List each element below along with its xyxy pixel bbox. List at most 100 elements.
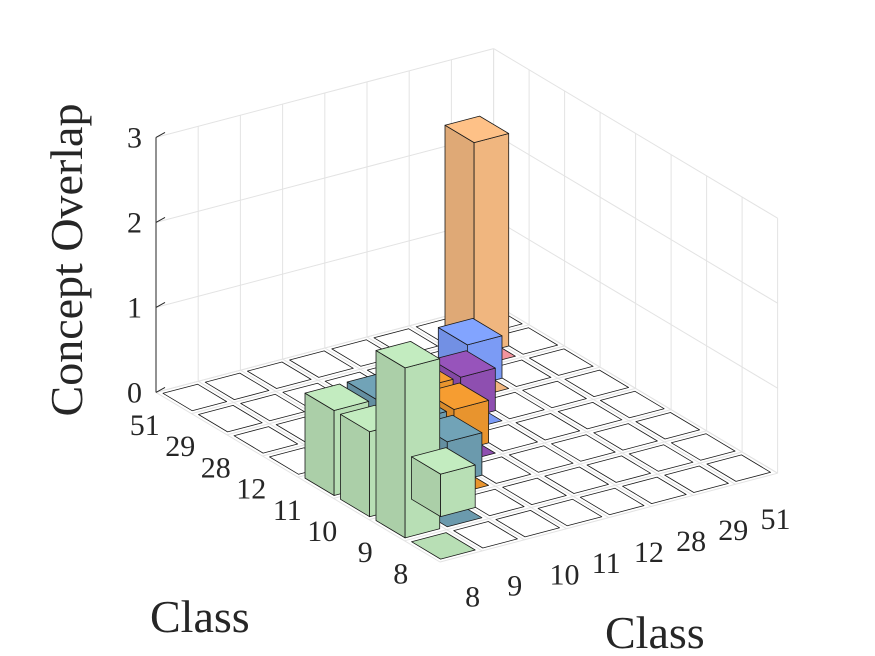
grid-line [493, 218, 778, 389]
bar-face-top [198, 404, 263, 433]
bar-face-top [586, 455, 652, 483]
bar [162, 383, 228, 412]
row-tick-label: 28 [201, 451, 231, 484]
bar-face-top [579, 487, 645, 516]
col-tick-label: 12 [634, 536, 664, 569]
bar-face-top [502, 477, 567, 506]
bar-face-top [431, 350, 496, 378]
bar [579, 487, 645, 516]
bar [522, 380, 587, 409]
bar-face-left [375, 350, 406, 539]
bar [453, 521, 518, 549]
z-axis-label: Concept Overlap [41, 104, 92, 417]
col-tick-label: 11 [592, 547, 621, 580]
bar [508, 445, 574, 473]
bar [198, 404, 263, 433]
bar-face-top [600, 390, 665, 419]
bar-face-top [564, 369, 629, 398]
bar-face-top [289, 350, 354, 378]
bar-face-top [204, 372, 270, 401]
row-tick-label: 12 [236, 473, 266, 506]
bar [411, 532, 476, 560]
bar-face-left [340, 413, 371, 518]
row-tick-label: 29 [165, 430, 195, 463]
col-tick-label: 10 [550, 558, 580, 591]
bar-face-top [233, 426, 299, 454]
bar-face-top [453, 521, 518, 549]
bar [600, 390, 665, 419]
x-axis-label-right: Class [605, 607, 705, 656]
col-tick-label: 29 [718, 514, 748, 547]
bar-face-top [508, 445, 574, 473]
grid-line [155, 303, 494, 393]
bar-face-top [622, 476, 687, 505]
bar-face-top [240, 393, 305, 422]
row-tick-label: 8 [393, 557, 408, 590]
bar-face-top [664, 465, 729, 493]
axes-grid [155, 48, 779, 563]
bar-face-left [304, 392, 335, 496]
bar [233, 426, 299, 454]
bar-face-top [557, 401, 623, 430]
z-tick [155, 301, 166, 308]
bar [551, 434, 616, 462]
bar [246, 361, 312, 389]
bar [411, 447, 476, 517]
bar [529, 348, 594, 376]
bar [671, 433, 736, 461]
bar [515, 413, 581, 441]
bar [495, 509, 560, 538]
z-tick-label: 0 [127, 376, 142, 409]
col-tick-label: 51 [761, 503, 791, 536]
col-tick-label: 8 [465, 580, 480, 613]
bar-face-top [671, 433, 736, 461]
z-tick [155, 131, 166, 138]
bar-face-top [246, 361, 312, 389]
bar [635, 412, 700, 440]
bar-face-top [437, 317, 503, 346]
bar [593, 423, 658, 451]
bar [537, 498, 603, 527]
bar [240, 393, 305, 422]
bar-face-top [411, 532, 476, 560]
bar [444, 115, 510, 356]
bar-face-top [544, 466, 609, 494]
row-tick-label: 11 [273, 494, 302, 527]
bar [544, 466, 609, 494]
col-tick-label: 28 [676, 525, 706, 558]
row-tick-label: 9 [358, 536, 373, 569]
grid-line [155, 48, 494, 138]
col-tick-label: 9 [507, 569, 522, 602]
grid-line [155, 133, 494, 223]
bar-face-top [522, 380, 587, 409]
bar [586, 455, 652, 483]
bar-face-top [444, 115, 510, 144]
bar-face-top [515, 413, 581, 441]
grid-line [493, 133, 778, 304]
bar [204, 372, 270, 401]
bar-face-top [529, 348, 594, 376]
bar [622, 476, 687, 505]
bar-face-top [304, 383, 370, 411]
bar-face-top [635, 412, 700, 440]
bar [628, 444, 694, 472]
bar [557, 401, 623, 430]
grid-line [155, 218, 494, 308]
bar [706, 454, 771, 482]
bar-face-top [162, 383, 228, 412]
grid-line [493, 303, 778, 474]
bar-face-top [551, 434, 616, 462]
bar [289, 350, 354, 378]
grid-line [493, 48, 778, 219]
bar-face-top [628, 444, 694, 472]
bars-layer [162, 115, 771, 560]
bar-face-top [593, 423, 658, 451]
bar [664, 465, 729, 493]
z-tick [155, 386, 166, 393]
bar-face-top [706, 454, 771, 482]
z-tick-label: 1 [127, 291, 142, 324]
bar-face-top [495, 509, 560, 538]
z-tick [155, 216, 166, 223]
bar [564, 369, 629, 398]
